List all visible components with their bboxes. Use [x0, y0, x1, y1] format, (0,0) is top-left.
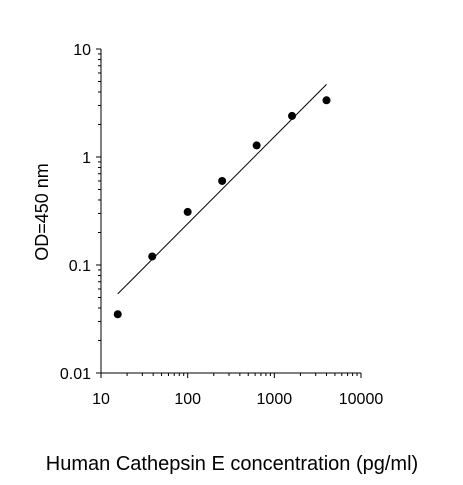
data-point — [322, 96, 331, 105]
x-tick-label: 1000 — [257, 391, 293, 408]
y-tick-label: 0.1 — [69, 258, 91, 275]
x-tick-label: 100 — [174, 391, 201, 408]
x-axis-ticks: 10 100 1000 10000 — [92, 373, 383, 408]
data-points-layer — [113, 96, 331, 319]
data-point — [218, 176, 227, 185]
x-tick-label: 10 — [92, 391, 110, 408]
data-point — [183, 207, 192, 216]
data-point — [148, 252, 157, 261]
y-axis-label: OD=450 nm — [32, 163, 52, 261]
data-point — [113, 310, 122, 319]
x-axis-label: Human Cathepsin E concentration (pg/ml) — [46, 453, 418, 475]
y-tick-label: 1 — [82, 150, 91, 167]
data-point — [288, 111, 297, 120]
data-point — [252, 141, 261, 150]
plot-frame-layer — [100, 49, 361, 374]
x-tick-label: 10000 — [339, 391, 384, 408]
y-tick-label: 10 — [73, 42, 91, 59]
y-tick-label: 0.01 — [60, 366, 91, 383]
y-axis-ticks: 0.01 0.1 1 10 — [60, 42, 101, 383]
